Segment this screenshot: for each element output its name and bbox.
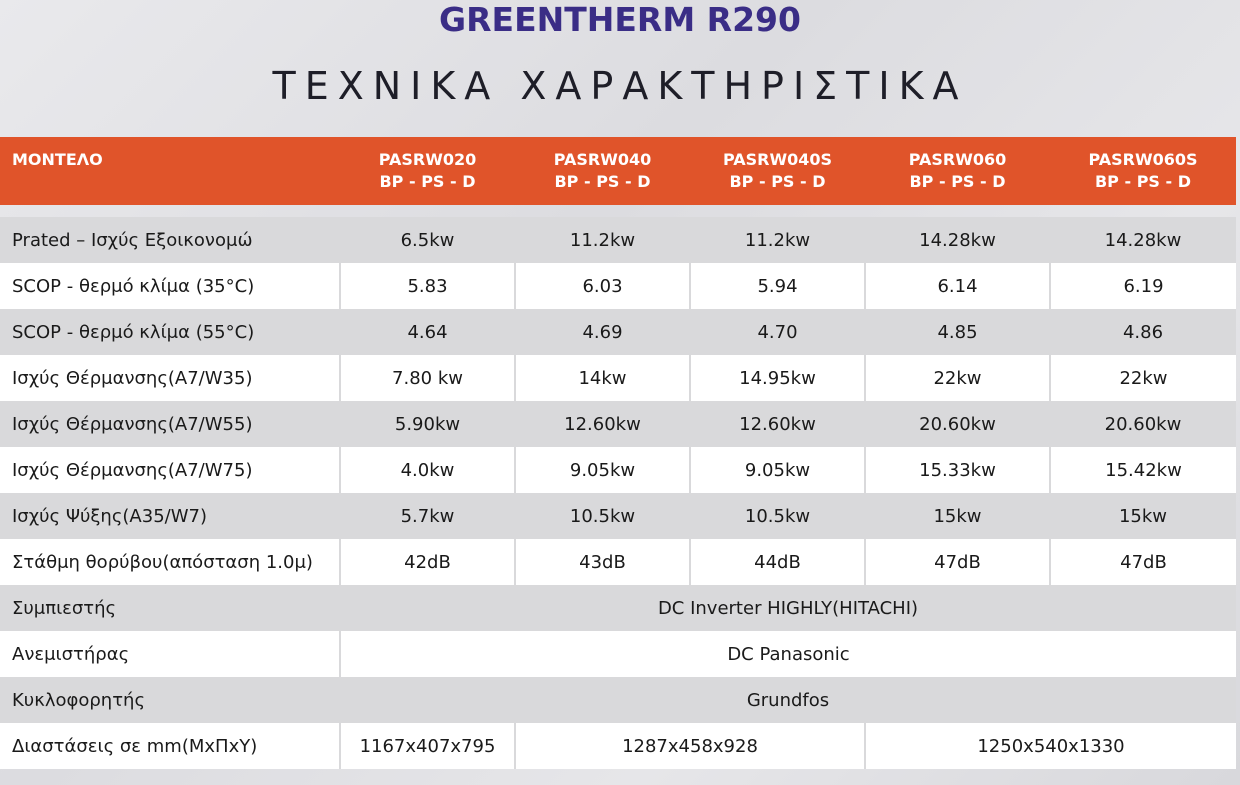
- spec-value: 47dB: [864, 539, 1050, 585]
- spec-value: 4.86: [1050, 309, 1236, 355]
- spec-value: 20.60kw: [865, 401, 1050, 447]
- spec-value: 10.5kw: [515, 493, 690, 539]
- column-header: PASRW060S BP - PS - D: [1050, 137, 1236, 205]
- spec-value: DC Panasonic: [339, 631, 1236, 677]
- column-header: PASRW040S BP - PS - D: [690, 137, 865, 205]
- spec-value: 4.69: [515, 309, 690, 355]
- row-label: Prated – Ισχύς Εξοικονομώ: [0, 217, 340, 263]
- spec-value: 14.28kw: [1050, 217, 1236, 263]
- model-name: PASRW060: [908, 150, 1007, 169]
- spec-row: Διαστάσεις σε mm(ΜxΠxΥ) 1167x407x795 1287x…: [0, 723, 1236, 769]
- spec-value: 15kw: [1050, 493, 1236, 539]
- column-header: PASRW020 BP - PS - D: [340, 137, 515, 205]
- spec-value: 22kw: [864, 355, 1050, 401]
- spec-value: 22kw: [1049, 355, 1236, 401]
- row-label: Διαστάσεις σε mm(ΜxΠxΥ): [0, 723, 340, 769]
- model-variant: BP - PS - D: [1094, 172, 1191, 191]
- spec-value: 4.64: [340, 309, 515, 355]
- spec-row: Στάθμη θορύβου(απόσταση 1.0μ) 42dB 43dB 44d…: [0, 539, 1236, 585]
- spec-row: Prated – Ισχύς Εξοικονομώ 6.5kw 11.2kw 11.2…: [0, 217, 1236, 263]
- spec-value: 6.03: [514, 263, 690, 309]
- spec-value: 15.42kw: [1049, 447, 1236, 493]
- model-name: PASRW020: [378, 150, 477, 169]
- spec-value: 44dB: [689, 539, 865, 585]
- spec-value: 4.0kw: [339, 447, 515, 493]
- spec-value: 9.05kw: [689, 447, 865, 493]
- spec-value: 15.33kw: [864, 447, 1050, 493]
- spec-value: 1250x540x1330: [864, 723, 1236, 769]
- row-label: Κυκλοφορητής: [0, 677, 340, 723]
- spec-value: 12.60kw: [515, 401, 690, 447]
- spec-row: Συμπιεστής DC Inverter HIGHLY(HITACHI): [0, 585, 1236, 631]
- spec-row: SCOP - θερμό κλίμα (35°C) 5.83 6.03 5.94 6.1…: [0, 263, 1236, 309]
- spec-row: Ισχύς Ψύξης(A35/W7) 5.7kw 10.5kw 10.5kw 15kw…: [0, 493, 1236, 539]
- spec-value: Grundfos: [340, 677, 1236, 723]
- row-label: Συμπιεστής: [0, 585, 340, 631]
- column-header: PASRW040 BP - PS - D: [515, 137, 690, 205]
- title: GREENTHERM R290: [439, 0, 801, 39]
- spec-value: 4.85: [865, 309, 1050, 355]
- model-variant: BP - PS - D: [729, 172, 826, 191]
- spec-value: 5.90kw: [340, 401, 515, 447]
- row-label: SCOP - θερμό κλίμα (55°C): [0, 309, 340, 355]
- spec-value: 11.2kw: [515, 217, 690, 263]
- model-variant: BP - PS - D: [379, 172, 476, 191]
- column-header: PASRW060 BP - PS - D: [865, 137, 1050, 205]
- spec-value: 1287x458x928: [514, 723, 865, 769]
- spec-row: SCOP - θερμό κλίμα (55°C) 4.64 4.69 4.70 4.8…: [0, 309, 1236, 355]
- spec-row: Ανεμιστήρας DC Panasonic: [0, 631, 1236, 677]
- row-label: Ισχύς Θέρμανσης(A7/W55): [0, 401, 340, 447]
- spec-value: 6.19: [1049, 263, 1236, 309]
- spec-table: ΜΟΝΤΕΛΟ PASRW020 BP - PS - D PASRW040 BP - …: [0, 137, 1236, 769]
- spec-value: 11.2kw: [690, 217, 865, 263]
- spec-value: 7.80 kw: [339, 355, 515, 401]
- spec-value: 15kw: [865, 493, 1050, 539]
- corner-cell: ΜΟΝΤΕΛΟ: [0, 137, 340, 205]
- spec-value: 47dB: [1049, 539, 1236, 585]
- spec-row: Ισχύς Θέρμανσης(A7/W75) 4.0kw 9.05kw 9.05kw…: [0, 447, 1236, 493]
- row-label: SCOP - θερμό κλίμα (35°C): [0, 263, 340, 309]
- spec-value: 4.70: [690, 309, 865, 355]
- row-label: Ανεμιστήρας: [0, 631, 340, 677]
- spec-row: Ισχύς Θέρμανσης(A7/W35) 7.80 kw 14kw 14.95k…: [0, 355, 1236, 401]
- spec-value: 43dB: [514, 539, 690, 585]
- spec-value: 14.28kw: [865, 217, 1050, 263]
- spec-row: Κυκλοφορητής Grundfos: [0, 677, 1236, 723]
- spec-value: 14kw: [514, 355, 690, 401]
- model-name: PASRW040: [553, 150, 652, 169]
- row-label: Ισχύς Θέρμανσης(A7/W75): [0, 447, 340, 493]
- spec-value: 9.05kw: [514, 447, 690, 493]
- spec-value: 42dB: [339, 539, 515, 585]
- spec-value: DC Inverter HIGHLY(HITACHI): [340, 585, 1236, 631]
- spec-value: 6.5kw: [340, 217, 515, 263]
- subtitle: ΤΕΧΝΙΚΑ ΧΑΡΑΚΤΗΡΙΣΤΙΚΑ: [272, 64, 968, 108]
- model-variant: BP - PS - D: [554, 172, 651, 191]
- model-variant: BP - PS - D: [909, 172, 1006, 191]
- spec-row: Ισχύς Θέρμανσης(A7/W55) 5.90kw 12.60kw 12.6…: [0, 401, 1236, 447]
- spec-value: 14.95kw: [689, 355, 865, 401]
- spec-value: 5.83: [339, 263, 515, 309]
- model-name: PASRW040S: [722, 150, 833, 169]
- spec-value: 10.5kw: [690, 493, 865, 539]
- spec-value: 5.7kw: [340, 493, 515, 539]
- row-label: Ισχύς Ψύξης(A35/W7): [0, 493, 340, 539]
- spec-value: 6.14: [864, 263, 1050, 309]
- spec-value: 20.60kw: [1050, 401, 1236, 447]
- spec-value: 1167x407x795: [339, 723, 515, 769]
- row-label: Ισχύς Θέρμανσης(A7/W35): [0, 355, 340, 401]
- model-name: PASRW060S: [1088, 150, 1198, 169]
- header-row: ΜΟΝΤΕΛΟ PASRW020 BP - PS - D PASRW040 BP - …: [0, 137, 1236, 205]
- spec-value: 12.60kw: [690, 401, 865, 447]
- spec-value: 5.94: [689, 263, 865, 309]
- row-label: Στάθμη θορύβου(απόσταση 1.0μ): [0, 539, 340, 585]
- gap-row: [0, 205, 1236, 217]
